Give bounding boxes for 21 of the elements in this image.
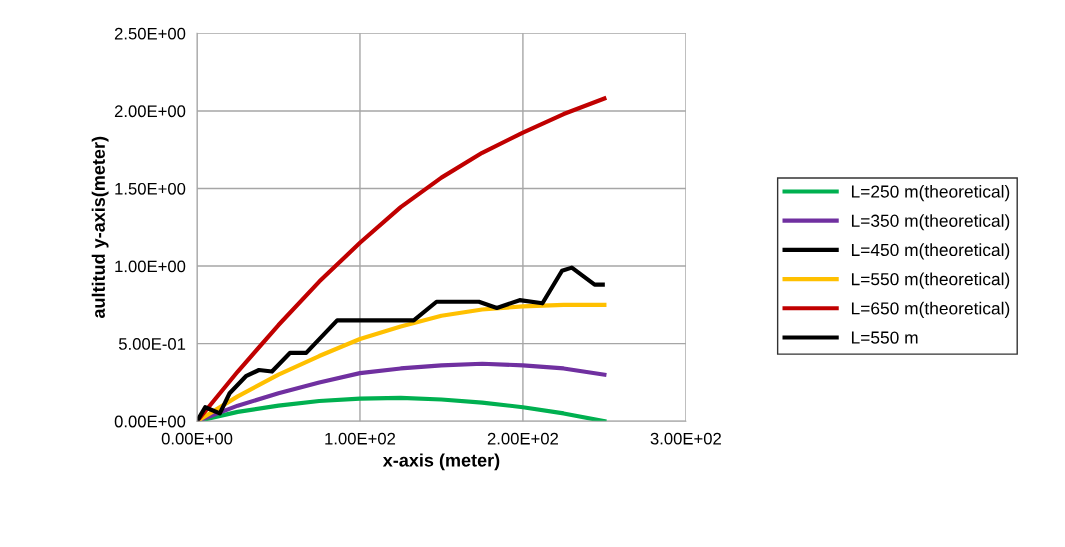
line-series (197, 265, 605, 422)
legend-label: L=350 m(theoretical) (851, 214, 1010, 231)
legend-label: L=450 m(theoretical) (851, 243, 1010, 260)
y-tick-label: 2.00E+00 (114, 105, 186, 118)
x-axis-title: x-axis (meter) (382, 453, 500, 471)
y-tick-label: 1.50E+00 (115, 182, 186, 195)
line-series (197, 302, 607, 422)
legend-label: L=650 m(theoretical) (851, 301, 1010, 318)
line-series (197, 96, 607, 422)
legend-label: L=550 m (851, 331, 918, 344)
x-tick-label: 2.00E+02 (487, 432, 558, 445)
y-tick-label: 0.00E+00 (114, 415, 186, 428)
x-tick-label: 1.00E+02 (325, 432, 396, 445)
legend-label: L=550 m(theoretical) (851, 272, 1010, 289)
y-tick-label: 5.00E-01 (118, 338, 186, 350)
legend-label: L=250 m(theoretical) (851, 184, 1010, 202)
y-tick-label: 1.00E+00 (115, 260, 186, 273)
x-tick-label: 0.00E+00 (161, 432, 233, 445)
x-tick-label: 3.00E+02 (650, 432, 721, 445)
y-tick-label: 2.50E+00 (114, 27, 186, 40)
y-axis-title: aultitud y-axis(meter) (91, 136, 109, 319)
